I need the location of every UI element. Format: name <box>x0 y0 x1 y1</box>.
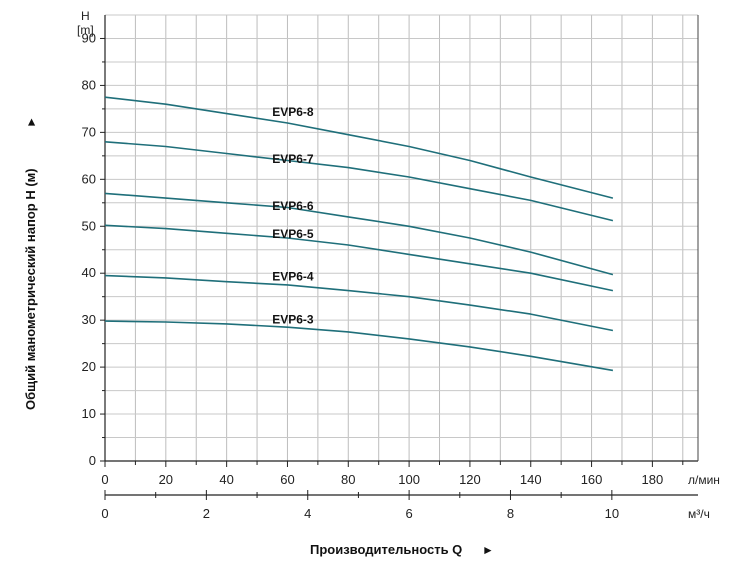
y-tick-label: 50 <box>82 218 96 233</box>
series-lines <box>104 96 614 372</box>
y-tick-label: 90 <box>82 30 96 45</box>
series-line-evp6-4 <box>104 274 614 332</box>
y-tick-label: 60 <box>82 171 96 186</box>
x2-unit-label: м³/ч <box>688 507 710 521</box>
y-unit-bracket: [m] <box>77 23 94 37</box>
y-tick-label: 0 <box>89 453 96 468</box>
x2-tick-label: 4 <box>304 506 311 521</box>
x2-tick-label: 0 <box>101 506 108 521</box>
x2-tick-label: 10 <box>605 506 619 521</box>
x2-tick-label: 8 <box>507 506 514 521</box>
labels: EVP6-8 EVP6-7 EVP6-6 EVP6-5 EVP6-4 EVP6-3 <box>272 105 314 327</box>
y-unit-label: H <box>81 9 90 23</box>
x2-tick-label: 2 <box>203 506 210 521</box>
series-label-evp6-3: EVP6-3 <box>272 312 314 326</box>
x-tick-label: 100 <box>398 472 420 487</box>
x-tick-label: 0 <box>101 472 108 487</box>
x-tick-label: 60 <box>280 472 294 487</box>
x-tick-label: 80 <box>341 472 355 487</box>
y-tick-label: 10 <box>82 406 96 421</box>
x-tick-label: 180 <box>642 472 664 487</box>
y-tick-label: 30 <box>82 312 96 327</box>
x-tick-label: 140 <box>520 472 542 487</box>
series-line-evp6-3 <box>104 320 614 372</box>
series-line-evp6-8 <box>104 96 614 199</box>
grid <box>105 14 698 461</box>
x-unit-label: л/мин <box>688 473 720 487</box>
y-tick-label: 40 <box>82 265 96 280</box>
x-tick-label: 120 <box>459 472 481 487</box>
series-label-evp6-4: EVP6-4 <box>272 269 314 283</box>
y-tick-label: 80 <box>82 77 96 92</box>
series-line-evp6-5 <box>104 224 614 292</box>
series-label-evp6-6: EVP6-6 <box>272 199 314 213</box>
series-label-evp6-7: EVP6-7 <box>272 152 314 166</box>
series-line-evp6-7 <box>104 141 614 222</box>
x-axis-title: Производительность Q <box>310 542 462 557</box>
x-tick-label: 160 <box>581 472 603 487</box>
y-axis-title: Общий манометрический напор H (м) <box>23 168 38 410</box>
y-tick-label: 20 <box>82 359 96 374</box>
x2-tick-label: 6 <box>405 506 412 521</box>
x-axis-arrow: ► <box>482 543 494 557</box>
x-tick-label: 20 <box>159 472 173 487</box>
series-label-evp6-8: EVP6-8 <box>272 105 314 119</box>
x-tick-label: 40 <box>219 472 233 487</box>
y-axis-arrow: ► <box>24 116 38 128</box>
series-line-evp6-6 <box>104 192 614 276</box>
y-tick-label: 70 <box>82 124 96 139</box>
series-label-evp6-5: EVP6-5 <box>272 227 314 241</box>
